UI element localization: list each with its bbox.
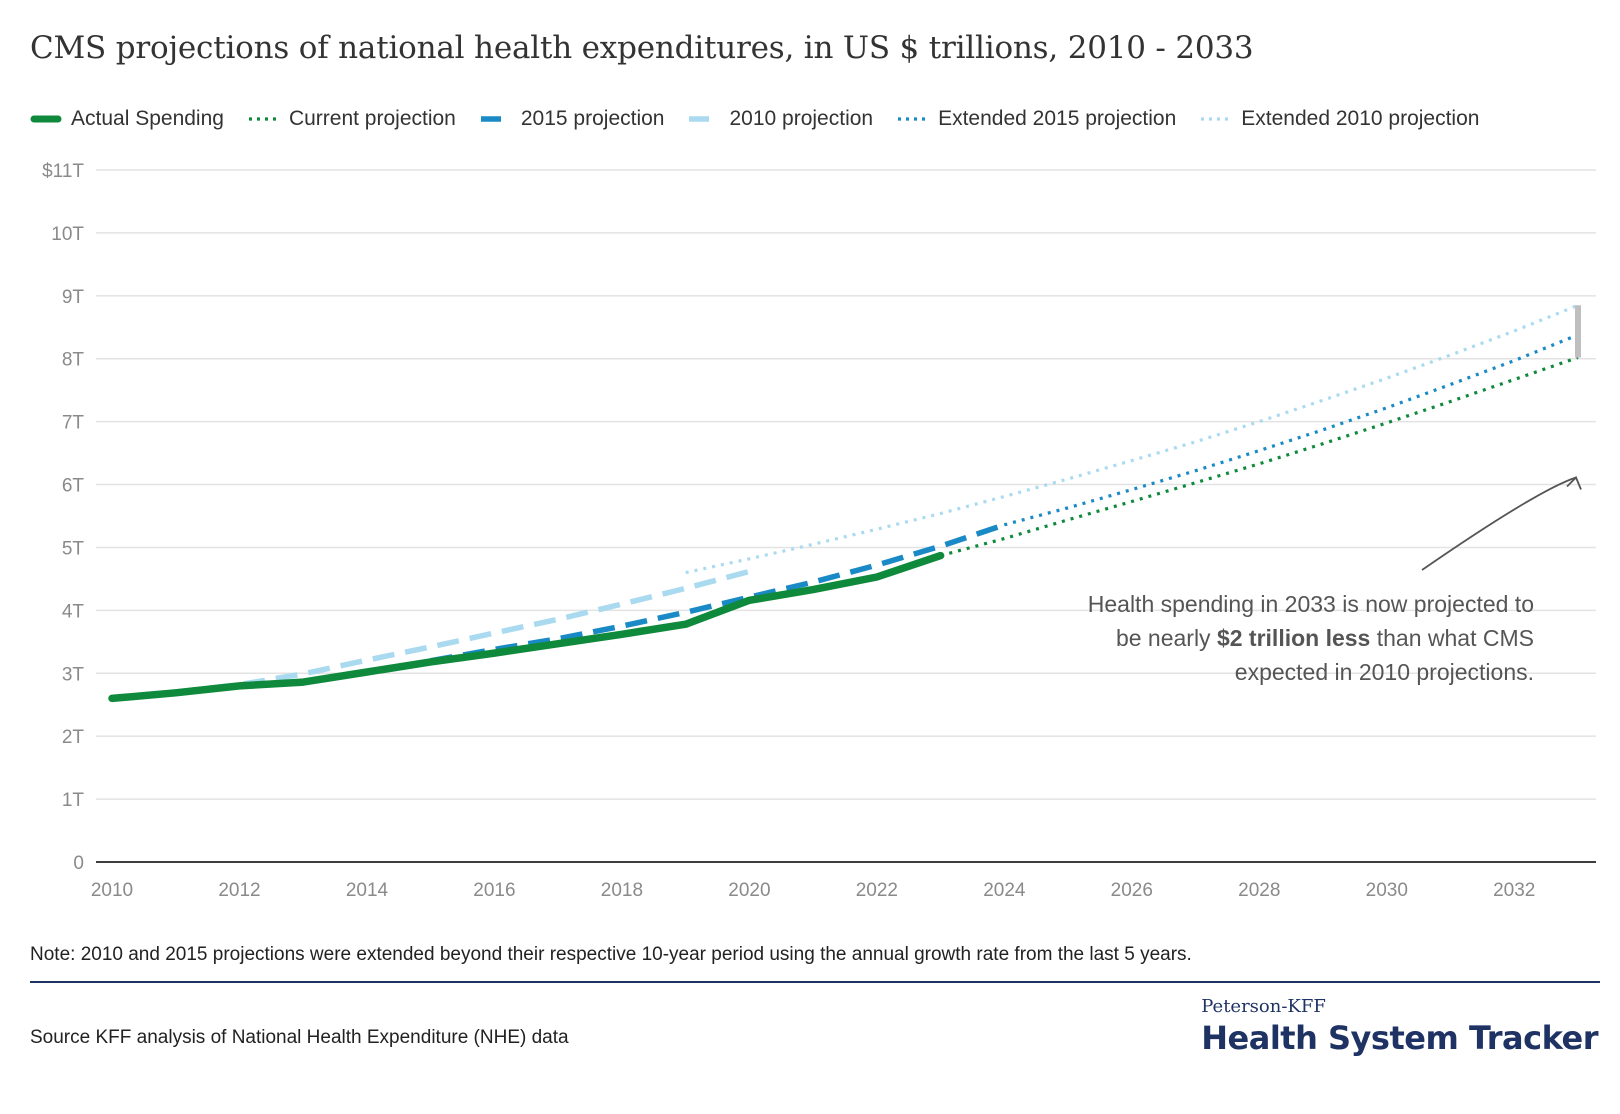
y-tick-label: 5T	[62, 538, 85, 559]
x-tick-label: 2030	[1366, 880, 1408, 901]
annotation-text: than what CMS	[1370, 625, 1534, 651]
legend-swatch	[30, 115, 62, 123]
y-tick-label: 9T	[62, 287, 85, 308]
x-tick-label: 2018	[601, 880, 643, 901]
x-tick-label: 2016	[473, 880, 515, 901]
legend-swatch	[248, 117, 279, 121]
y-tick-label: 1T	[62, 790, 85, 811]
brand-main-text: Health System Tracker	[1201, 1019, 1598, 1057]
legend-item-extended-2015-projection[interactable]: Extended 2015 projection	[897, 107, 1176, 131]
annotation-text: expected in 2010 projections.	[1235, 659, 1534, 685]
legend-swatch	[1201, 117, 1232, 121]
y-tick-label: 3T	[62, 664, 85, 685]
annotation-line: expected in 2010 projections.	[1235, 659, 1534, 685]
annotation-line: Health spending in 2033 is now projected…	[1088, 591, 1534, 617]
legend-label: 2015 projection	[520, 107, 665, 130]
legend-label: Current projection	[288, 107, 456, 130]
y-tick-label: 7T	[62, 413, 85, 434]
legend-label: Extended 2015 projection	[938, 107, 1177, 130]
brand-top-text: Peterson-KFF	[1201, 996, 1326, 1017]
legend-label: 2010 projection	[729, 107, 874, 130]
y-tick-label: 10T	[51, 224, 84, 245]
y-tick-label: 8T	[62, 350, 85, 371]
y-tick-label: 4T	[62, 601, 85, 622]
x-tick-label: 2022	[856, 880, 898, 901]
annotation-line: be nearly $2 trillion less than what CMS	[1116, 625, 1534, 651]
x-tick-label: 2014	[346, 880, 389, 901]
annotation-text: be nearly	[1116, 625, 1217, 651]
footer-divider	[30, 981, 1600, 983]
legend-item-current-projection[interactable]: Current projection	[248, 107, 456, 131]
series-line-extended-2010-projection	[685, 303, 1579, 575]
x-tick-label: 2026	[1111, 880, 1153, 901]
x-tick-label: 2010	[91, 880, 133, 901]
legend-item-2015-projection[interactable]: 2015 projection	[480, 107, 665, 131]
chart-note: Note: 2010 and 2015 projections were ext…	[30, 944, 1192, 965]
annotation-arrowhead	[1566, 475, 1582, 490]
legend-item-actual-spending[interactable]: Actual Spending	[30, 107, 224, 131]
source-text: Source KFF analysis of National Health E…	[30, 1027, 569, 1048]
legend-swatch	[480, 116, 511, 122]
brand-logo[interactable]: Peterson-KFF Health System Tracker	[1201, 996, 1598, 1057]
legend-item-2010-projection[interactable]: 2010 projection	[688, 107, 873, 131]
annotation-arrow	[1421, 476, 1577, 571]
x-tick-label: 2032	[1493, 880, 1535, 901]
series-line-extended-2015-projection	[1003, 333, 1579, 527]
y-tick-label: 6T	[62, 476, 85, 497]
x-tick-label: 2028	[1238, 880, 1280, 901]
series-line-actual-spending	[108, 551, 945, 703]
annotation-bold-text: $2 trillion less	[1217, 625, 1370, 651]
series-line-current-projection	[940, 355, 1579, 558]
chart-title: CMS projections of national health expen…	[30, 30, 1254, 66]
y-tick-label: $11T	[42, 161, 84, 182]
annotation-text: Health spending in 2033 is now projected…	[1088, 591, 1534, 617]
legend-label: Extended 2010 projection	[1241, 107, 1480, 130]
series-line-2015-projection	[430, 522, 1006, 664]
y-tick-label: 0	[73, 853, 84, 874]
x-tick-label: 2012	[218, 880, 260, 901]
chart-legend: Actual Spending Current projection 2015 pr…	[30, 104, 1600, 134]
x-tick-label: 2020	[728, 880, 770, 901]
legend-item-extended-2010-projection[interactable]: Extended 2010 projection	[1200, 107, 1479, 131]
legend-swatch	[689, 116, 720, 122]
legend-label: Actual Spending	[71, 107, 224, 130]
x-tick-label: 2024	[983, 880, 1026, 901]
legend-swatch	[898, 117, 929, 121]
y-tick-label: 2T	[62, 727, 85, 748]
series-line-2010-projection	[111, 568, 751, 702]
